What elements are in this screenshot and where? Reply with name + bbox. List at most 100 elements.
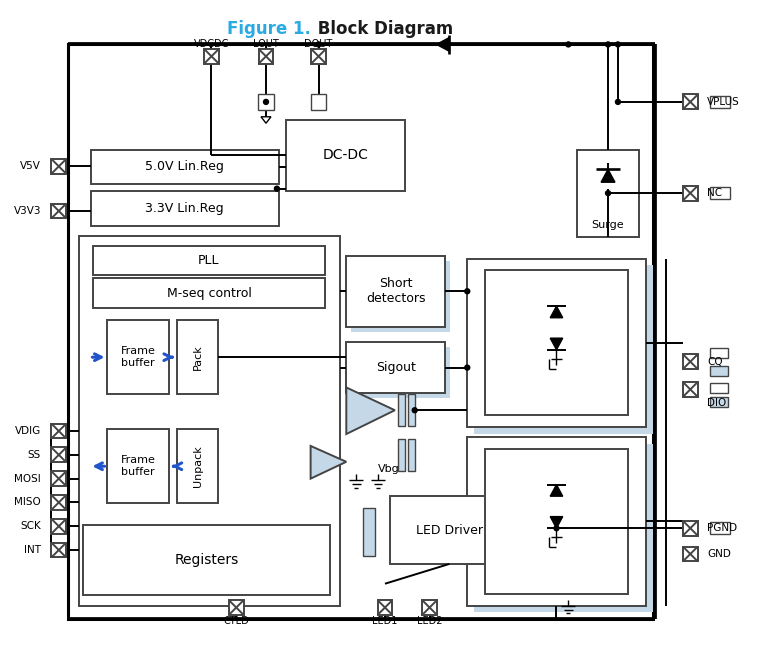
Bar <box>204 49 219 64</box>
Text: Vbg: Vbg <box>378 464 400 473</box>
Circle shape <box>263 99 269 104</box>
Bar <box>398 394 405 426</box>
Bar <box>79 236 340 606</box>
Bar <box>51 159 66 174</box>
Bar <box>51 519 66 533</box>
Text: Short
detectors: Short detectors <box>366 277 426 305</box>
Text: VDIG: VDIG <box>14 426 41 436</box>
Bar <box>683 94 697 110</box>
Bar <box>710 384 728 393</box>
Text: Surge: Surge <box>592 220 624 230</box>
Text: DOUT: DOUT <box>304 39 333 50</box>
Bar <box>710 397 728 407</box>
Polygon shape <box>346 388 395 434</box>
Text: MISO: MISO <box>14 497 41 508</box>
Text: NC: NC <box>707 188 723 198</box>
Bar <box>108 320 169 394</box>
Text: CTLD: CTLD <box>224 617 250 626</box>
Bar <box>51 204 66 219</box>
Polygon shape <box>550 306 563 318</box>
Bar <box>378 600 392 615</box>
Text: DIO: DIO <box>707 399 726 408</box>
Bar <box>51 424 66 439</box>
Bar <box>311 94 327 110</box>
Text: CQ: CQ <box>707 357 723 366</box>
Bar <box>51 471 66 486</box>
Text: SS: SS <box>27 450 41 460</box>
Text: Pack: Pack <box>192 344 203 370</box>
Bar <box>91 191 279 226</box>
Circle shape <box>616 42 620 47</box>
Bar <box>286 120 405 191</box>
Text: GND: GND <box>707 549 731 559</box>
Circle shape <box>316 42 321 47</box>
Text: LED2: LED2 <box>417 617 443 626</box>
Bar <box>407 439 415 471</box>
Bar <box>578 150 639 237</box>
Circle shape <box>606 191 610 195</box>
Circle shape <box>606 42 610 47</box>
Text: V5V: V5V <box>20 161 41 172</box>
Polygon shape <box>601 170 615 183</box>
Bar <box>82 525 330 595</box>
Bar <box>710 348 728 358</box>
Bar <box>51 448 66 462</box>
Bar <box>92 279 326 308</box>
Bar <box>683 354 697 369</box>
Bar <box>351 347 450 399</box>
Text: LED1: LED1 <box>372 617 398 626</box>
Bar <box>710 187 730 199</box>
Bar <box>474 444 652 613</box>
Text: LOUT: LOUT <box>253 39 279 50</box>
Text: Frame
buffer: Frame buffer <box>121 346 156 368</box>
Text: M-seq control: M-seq control <box>166 287 252 300</box>
Text: VPLUS: VPLUS <box>707 97 740 107</box>
Polygon shape <box>311 446 346 479</box>
Bar <box>363 508 375 556</box>
Bar <box>710 96 730 108</box>
Bar <box>91 150 279 184</box>
Circle shape <box>616 99 620 104</box>
Bar <box>177 429 218 504</box>
Text: LED Driver: LED Driver <box>416 524 483 537</box>
Polygon shape <box>550 517 563 528</box>
Text: Block Diagram: Block Diagram <box>311 19 453 37</box>
Polygon shape <box>436 37 449 52</box>
Bar <box>710 366 728 375</box>
Text: Sigout: Sigout <box>376 361 416 374</box>
Bar <box>229 600 243 615</box>
Text: 5.0V Lin.Reg: 5.0V Lin.Reg <box>145 161 224 174</box>
Bar <box>259 49 273 64</box>
Bar <box>390 497 509 564</box>
Text: SCK: SCK <box>20 521 41 531</box>
Polygon shape <box>550 484 563 496</box>
Bar <box>683 546 697 561</box>
Text: V3V3: V3V3 <box>14 206 41 216</box>
Bar <box>346 255 446 327</box>
Bar <box>51 495 66 510</box>
Text: PLL: PLL <box>198 254 220 267</box>
Circle shape <box>465 365 470 370</box>
Circle shape <box>566 42 571 47</box>
Bar <box>311 49 326 64</box>
Bar <box>710 522 730 534</box>
Bar <box>177 320 218 394</box>
Text: PGND: PGND <box>707 523 737 533</box>
Circle shape <box>554 526 559 531</box>
Bar <box>683 382 697 397</box>
Text: DC-DC: DC-DC <box>323 148 369 163</box>
Circle shape <box>465 289 470 293</box>
Text: INT: INT <box>24 545 41 555</box>
Polygon shape <box>550 338 563 350</box>
Bar <box>351 261 450 332</box>
Bar <box>398 439 405 471</box>
Text: Registers: Registers <box>175 553 239 567</box>
Bar <box>258 94 274 110</box>
Polygon shape <box>261 117 271 123</box>
Bar <box>108 429 169 504</box>
Bar <box>683 521 697 535</box>
Circle shape <box>412 408 417 413</box>
Text: Frame
buffer: Frame buffer <box>121 455 156 477</box>
Text: Figure 1.: Figure 1. <box>227 19 311 37</box>
Bar <box>51 542 66 557</box>
